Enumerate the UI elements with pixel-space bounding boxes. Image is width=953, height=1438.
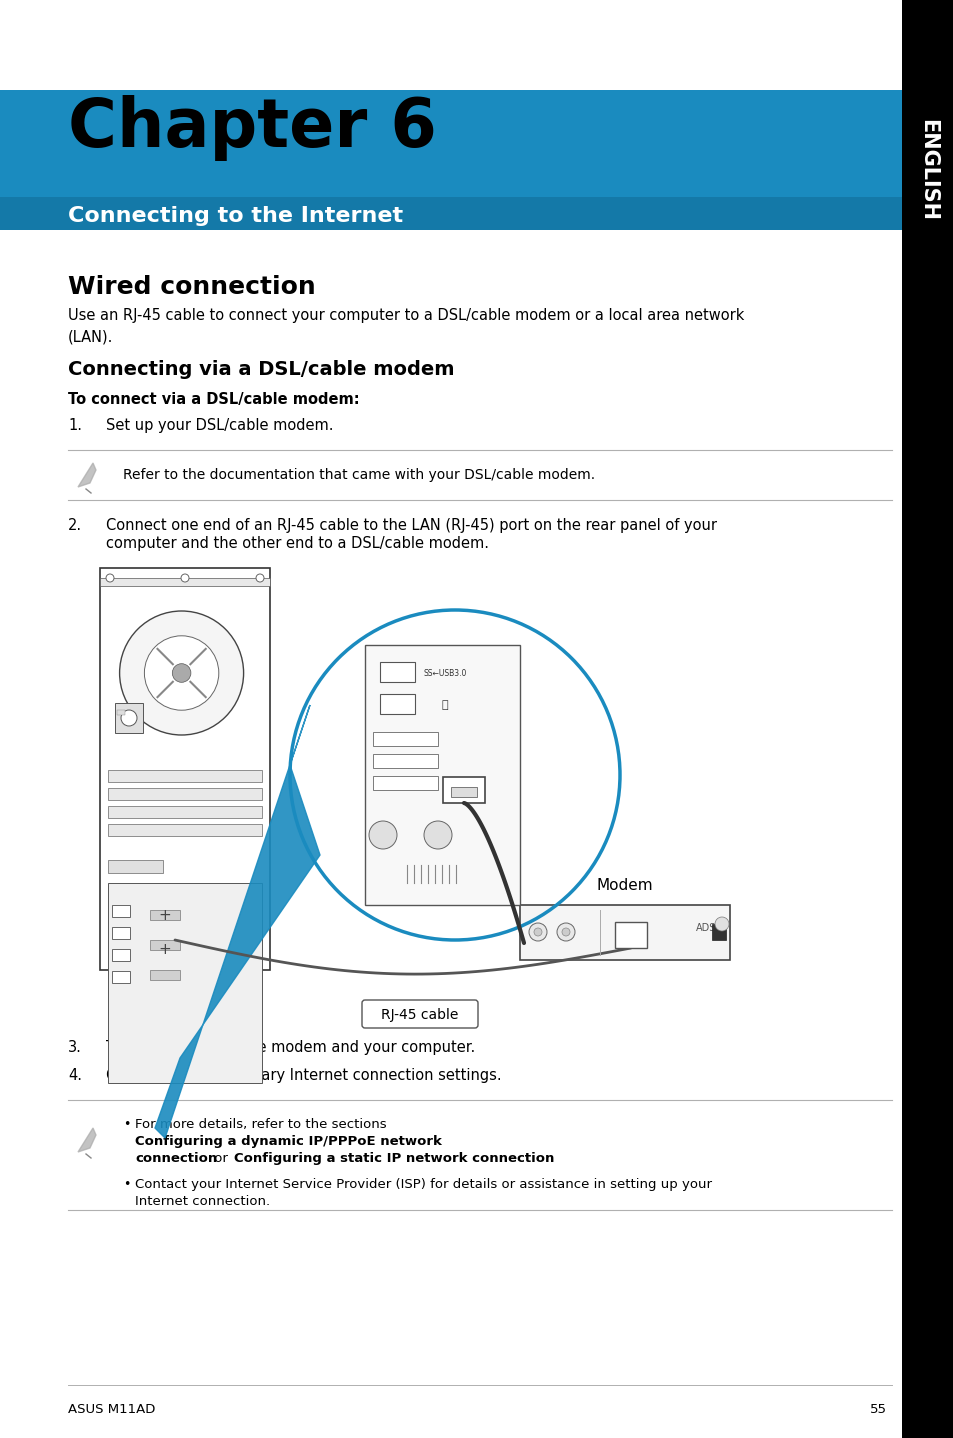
Circle shape	[561, 928, 569, 936]
Bar	[379, 661, 415, 682]
Bar	[373, 777, 437, 789]
Bar	[379, 695, 415, 715]
Text: Modem: Modem	[596, 879, 653, 893]
Text: 4.: 4.	[68, 1068, 82, 1083]
Bar	[112, 949, 130, 961]
Circle shape	[144, 636, 218, 710]
Bar	[112, 905, 130, 917]
Bar	[108, 860, 163, 873]
Text: Contact your Internet Service Provider (ISP) for details or assistance in settin: Contact your Internet Service Provider (…	[135, 1178, 711, 1191]
Bar	[108, 807, 262, 818]
Circle shape	[121, 710, 137, 726]
FancyBboxPatch shape	[361, 999, 477, 1028]
Text: .: .	[550, 1152, 554, 1165]
Bar	[112, 928, 130, 939]
Text: ASUS M11AD: ASUS M11AD	[68, 1403, 155, 1416]
Text: Internet connection.: Internet connection.	[135, 1195, 270, 1208]
Bar	[150, 910, 180, 920]
Circle shape	[290, 610, 619, 940]
Text: +: +	[158, 907, 172, 923]
Text: or: or	[210, 1152, 232, 1165]
Text: Connecting via a DSL/cable modem: Connecting via a DSL/cable modem	[68, 360, 454, 380]
Bar	[373, 732, 437, 746]
Bar	[373, 754, 437, 768]
Text: computer and the other end to a DSL/cable modem.: computer and the other end to a DSL/cabl…	[106, 536, 489, 551]
Bar	[100, 568, 270, 971]
Text: ADSL: ADSL	[696, 923, 721, 933]
Bar	[519, 905, 729, 961]
Bar	[108, 883, 262, 1083]
Bar	[451, 787, 476, 797]
Polygon shape	[78, 1127, 96, 1152]
Text: Turn on the DSL/cable modem and your computer.: Turn on the DSL/cable modem and your com…	[106, 1040, 475, 1055]
Circle shape	[714, 917, 728, 930]
Bar	[150, 971, 180, 981]
Text: For more details, refer to the sections: For more details, refer to the sections	[135, 1117, 391, 1132]
Text: connection: connection	[135, 1152, 217, 1165]
Bar	[711, 925, 725, 940]
Text: Connect one end of an RJ-45 cable to the LAN (RJ-45) port on the rear panel of y: Connect one end of an RJ-45 cable to the…	[106, 518, 717, 533]
Text: 1.: 1.	[68, 418, 82, 433]
Bar	[100, 578, 270, 587]
Bar	[108, 788, 262, 800]
Text: ⮊: ⮊	[441, 700, 448, 710]
Bar	[0, 197, 901, 230]
Bar	[615, 922, 646, 948]
Text: +: +	[158, 942, 172, 958]
Text: Configuring a static IP network connection: Configuring a static IP network connecti…	[233, 1152, 554, 1165]
Text: Use an RJ-45 cable to connect your computer to a DSL/cable modem or a local area: Use an RJ-45 cable to connect your compu…	[68, 308, 743, 344]
Circle shape	[255, 574, 264, 582]
Bar	[108, 769, 262, 782]
Text: 3.: 3.	[68, 1040, 82, 1055]
Text: •: •	[123, 1178, 131, 1191]
Circle shape	[529, 923, 546, 940]
Circle shape	[369, 821, 396, 848]
Text: 55: 55	[869, 1403, 886, 1416]
Circle shape	[557, 923, 575, 940]
Circle shape	[119, 611, 243, 735]
Bar	[365, 646, 519, 905]
Text: ENGLISH: ENGLISH	[917, 119, 937, 221]
Polygon shape	[154, 705, 319, 1137]
Bar	[117, 710, 125, 715]
Text: RJ-45 cable: RJ-45 cable	[381, 1008, 458, 1022]
Bar	[442, 777, 484, 802]
Circle shape	[181, 574, 189, 582]
Text: Set up your DSL/cable modem.: Set up your DSL/cable modem.	[106, 418, 334, 433]
Bar	[108, 824, 262, 835]
Text: Configuring a dynamic IP/PPPoE network: Configuring a dynamic IP/PPPoE network	[135, 1135, 441, 1148]
Text: SS←USB3.0: SS←USB3.0	[423, 669, 466, 677]
Circle shape	[534, 928, 541, 936]
Polygon shape	[78, 463, 96, 487]
Circle shape	[423, 821, 452, 848]
Bar	[112, 971, 130, 984]
Text: Configure the necessary Internet connection settings.: Configure the necessary Internet connect…	[106, 1068, 501, 1083]
Text: Wired connection: Wired connection	[68, 275, 315, 299]
Bar	[0, 91, 901, 230]
Bar	[150, 940, 180, 951]
Circle shape	[106, 574, 113, 582]
Text: Chapter 6: Chapter 6	[68, 95, 436, 161]
Text: Refer to the documentation that came with your DSL/cable modem.: Refer to the documentation that came wit…	[123, 467, 595, 482]
Text: Connecting to the Internet: Connecting to the Internet	[68, 206, 403, 226]
Text: 2.: 2.	[68, 518, 82, 533]
Text: To connect via a DSL/cable modem:: To connect via a DSL/cable modem:	[68, 393, 359, 407]
Circle shape	[172, 664, 191, 682]
Text: •: •	[123, 1117, 131, 1132]
Bar	[901, 0, 953, 1438]
Bar	[115, 703, 143, 733]
